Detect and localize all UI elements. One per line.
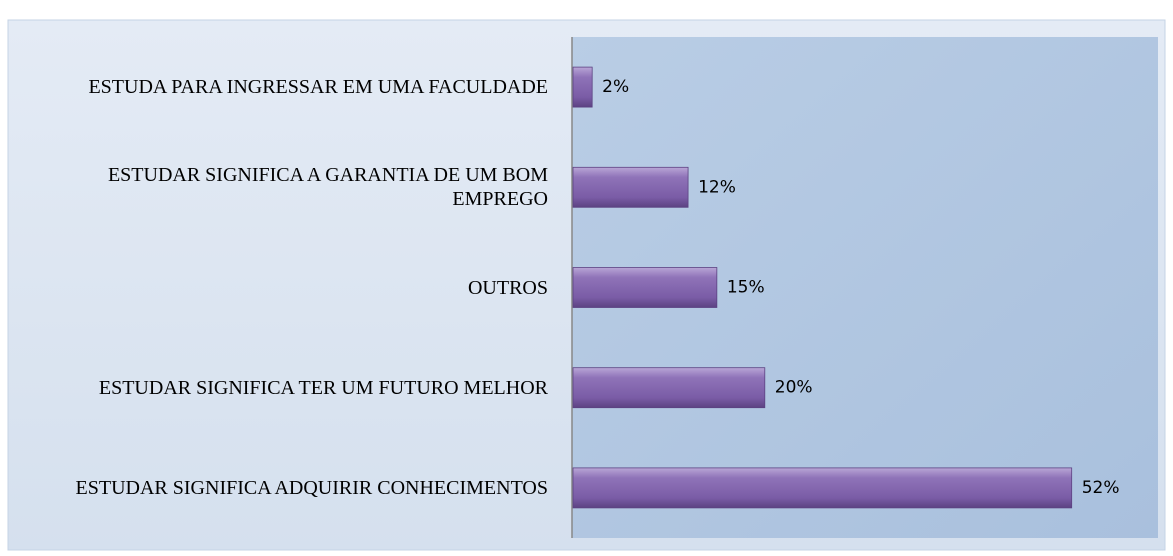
category-label: ESTUDAR SIGNIFICA ADQUIRIR CONHECIMENTOS [75, 476, 548, 499]
category-label: ESTUDA PARA INGRESSAR EM UMA FACULDADE [88, 76, 548, 99]
category-label: OUTROS [467, 276, 548, 299]
category-label: ESTUDAR SIGNIFICA TER UM FUTURO MELHOR [98, 376, 548, 399]
bar [572, 66, 593, 108]
value-label: 15% [727, 278, 765, 298]
value-label: 52% [1082, 478, 1120, 498]
bar [572, 467, 1073, 509]
bar [572, 166, 689, 208]
value-label: 12% [698, 177, 736, 197]
value-label: 20% [775, 378, 813, 398]
category-label: ESTUDAR SIGNIFICA A GARANTIA DE UM BOM E… [107, 164, 548, 211]
bar [572, 367, 766, 409]
bar [572, 267, 718, 308]
value-label: 2% [602, 77, 629, 97]
